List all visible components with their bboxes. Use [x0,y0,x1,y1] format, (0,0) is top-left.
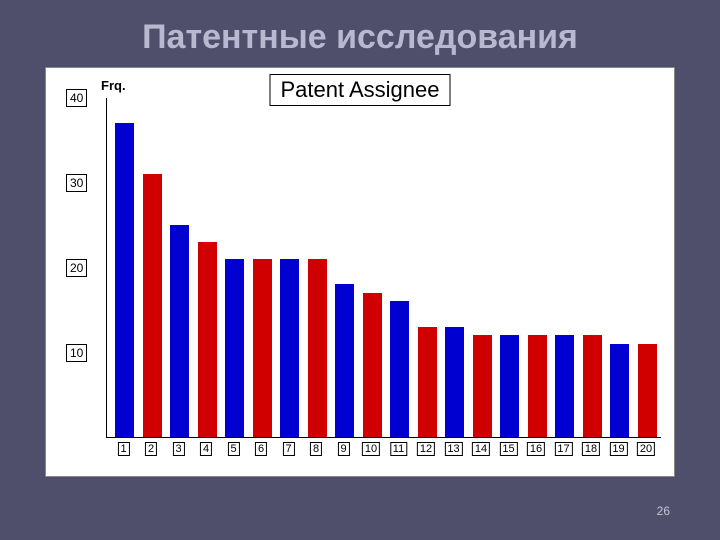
y-tick-label: 10 [66,344,87,362]
x-tick-label: 12 [417,442,435,456]
x-tick-label: 19 [609,442,627,456]
y-tick: 20 [66,259,87,277]
x-tick-label: 16 [527,442,545,456]
bar [555,335,574,437]
bar [115,123,134,438]
y-tick-label: 40 [66,89,87,107]
bar [473,335,492,437]
x-tick-label: 18 [582,442,600,456]
bar [583,335,602,437]
bar [225,259,244,438]
bar [280,259,299,438]
y-tick: 10 [66,344,87,362]
bar [610,344,629,438]
bar [500,335,519,437]
x-tick-label: 13 [444,442,462,456]
x-tick-label: 5 [227,442,239,456]
bar [638,344,657,438]
x-tick-label: 17 [554,442,572,456]
x-tick-label: 6 [255,442,267,456]
bar [143,174,162,438]
x-tick-label: 4 [200,442,212,456]
x-tick-label: 1 [117,442,129,456]
bar [308,259,327,438]
y-tick-label: 20 [66,259,87,277]
y-axis-label: Frq. [101,78,126,93]
x-tick-label: 10 [362,442,380,456]
slide-title: Патентные исследования [0,0,720,67]
x-tick-label: 7 [282,442,294,456]
x-tick-label: 20 [637,442,655,456]
x-tick-label: 11 [390,442,407,456]
x-tick-label: 2 [145,442,157,456]
bar [198,242,217,438]
bar [528,335,547,437]
bar [390,301,409,437]
x-tick-label: 14 [472,442,490,456]
y-tick: 40 [66,89,87,107]
x-tick-label: 3 [172,442,184,456]
chart-container: Patent Assignee Frq. 10203040 1234567891… [45,67,675,477]
y-tick-label: 30 [66,174,87,192]
bar [253,259,272,438]
bar [335,284,354,437]
bar [170,225,189,438]
x-tick-label: 8 [310,442,322,456]
bar [363,293,382,438]
bar [445,327,464,438]
y-axis: 10203040 [66,98,106,438]
x-tick-label: 15 [499,442,517,456]
plot-area [106,98,661,438]
page-number: 26 [657,504,670,518]
x-tick-label: 9 [337,442,349,456]
bar [418,327,437,438]
y-tick: 30 [66,174,87,192]
